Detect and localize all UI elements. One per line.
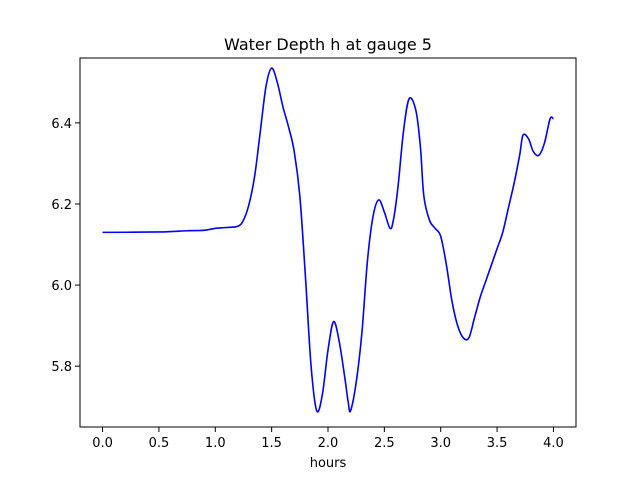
- x-axis-label: hours: [310, 456, 347, 471]
- series-layer: [102, 67, 554, 413]
- x-axis: 0.0 0.5 1.0 1.5 2.0 2.5 3.0 3.5 4.0: [92, 427, 564, 451]
- y-tick-label: 6.2: [51, 198, 72, 213]
- y-tick-label: 6.4: [51, 117, 72, 132]
- x-tick-label: 2.5: [374, 436, 395, 451]
- y-tick-label: 5.8: [51, 360, 72, 375]
- y-tick-label: 6.0: [51, 279, 72, 294]
- plot-area: 0.0 0.5 1.0 1.5 2.0 2.5 3.0 3.5 4.0 5.8 6.0 6.2 6.4: [51, 57, 577, 451]
- x-tick-label: 1.5: [261, 436, 282, 451]
- y-axis: 5.8 6.0 6.2 6.4: [51, 117, 80, 375]
- x-tick-label: 2.0: [318, 436, 339, 451]
- chart-title: Water Depth h at gauge 5: [224, 35, 432, 54]
- x-tick-label: 3.5: [487, 436, 508, 451]
- x-tick-label: 0.0: [92, 436, 113, 451]
- x-tick-label: 0.5: [149, 436, 170, 451]
- series-line-0: [102, 67, 554, 413]
- x-tick-label: 4.0: [543, 436, 564, 451]
- x-tick-label: 1.0: [205, 436, 226, 451]
- x-tick-label: 3.0: [430, 436, 451, 451]
- plot-frame: [79, 57, 577, 428]
